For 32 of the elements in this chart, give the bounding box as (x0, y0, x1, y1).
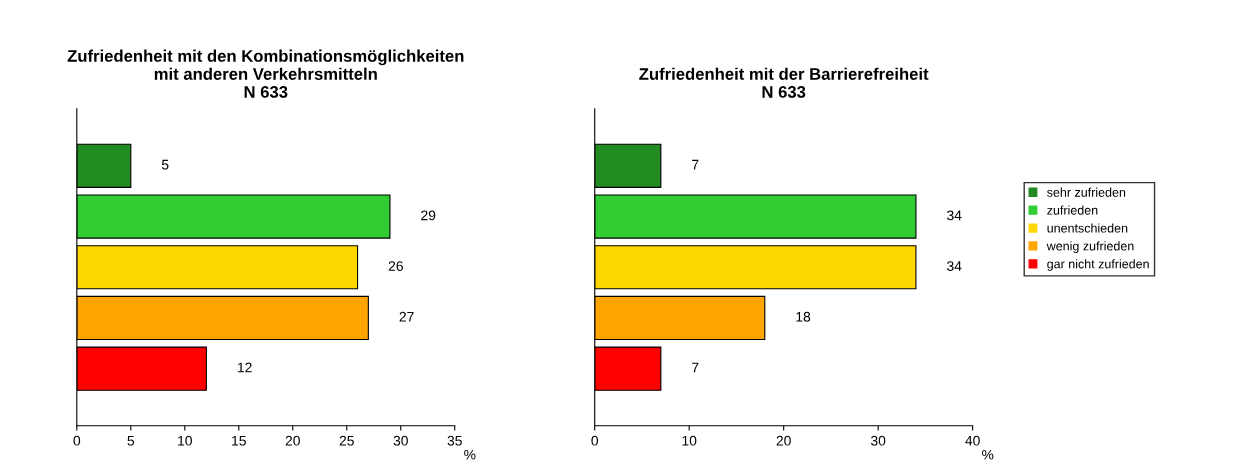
x-axis-title: % (982, 449, 994, 460)
x-tick-label: 0 (73, 435, 81, 446)
legend-label: unentschieden (1047, 223, 1128, 233)
data-label: 12 (238, 362, 252, 373)
x-tick-label: 10 (178, 435, 192, 446)
x-tick-label: 10 (682, 435, 697, 446)
legend-label: gar nicht zufrieden (1047, 259, 1149, 271)
x-tick-label: 30 (393, 435, 408, 446)
x-tick-label: 40 (965, 435, 980, 446)
x-tick-label: 5 (127, 435, 135, 446)
data-label: 5 (161, 159, 169, 170)
x-tick-label: 30 (870, 435, 886, 446)
data-label: 26 (388, 261, 403, 271)
x-tick-label: 25 (339, 435, 354, 446)
chart-title: Zufriedenheit mit der Barrierefreiheit N 633 (639, 67, 929, 98)
legend-label: zufrieden (1047, 205, 1098, 215)
data-label: 18 (796, 311, 811, 322)
chart-title: Zufriedenheit mit den Kombinationsmöglichkeiten mit anderen Verkehrsmitteln N 633 (67, 49, 464, 98)
x-tick-label: 20 (285, 435, 300, 446)
data-label: 27 (399, 311, 414, 322)
data-label: 29 (421, 210, 436, 221)
data-label: 7 (692, 159, 699, 170)
x-tick-label: 0 (591, 435, 599, 446)
x-tick-label: 35 (447, 435, 462, 446)
data-label: 34 (947, 261, 962, 271)
legend-label: wenig zufrieden (1046, 241, 1134, 253)
x-tick-label: 20 (776, 435, 791, 446)
data-label: 34 (947, 210, 962, 221)
legend-label: sehr zufrieden (1047, 187, 1126, 197)
x-axis-title: % (464, 449, 476, 460)
x-tick-label: 15 (232, 435, 246, 446)
data-label: 7 (692, 362, 699, 373)
